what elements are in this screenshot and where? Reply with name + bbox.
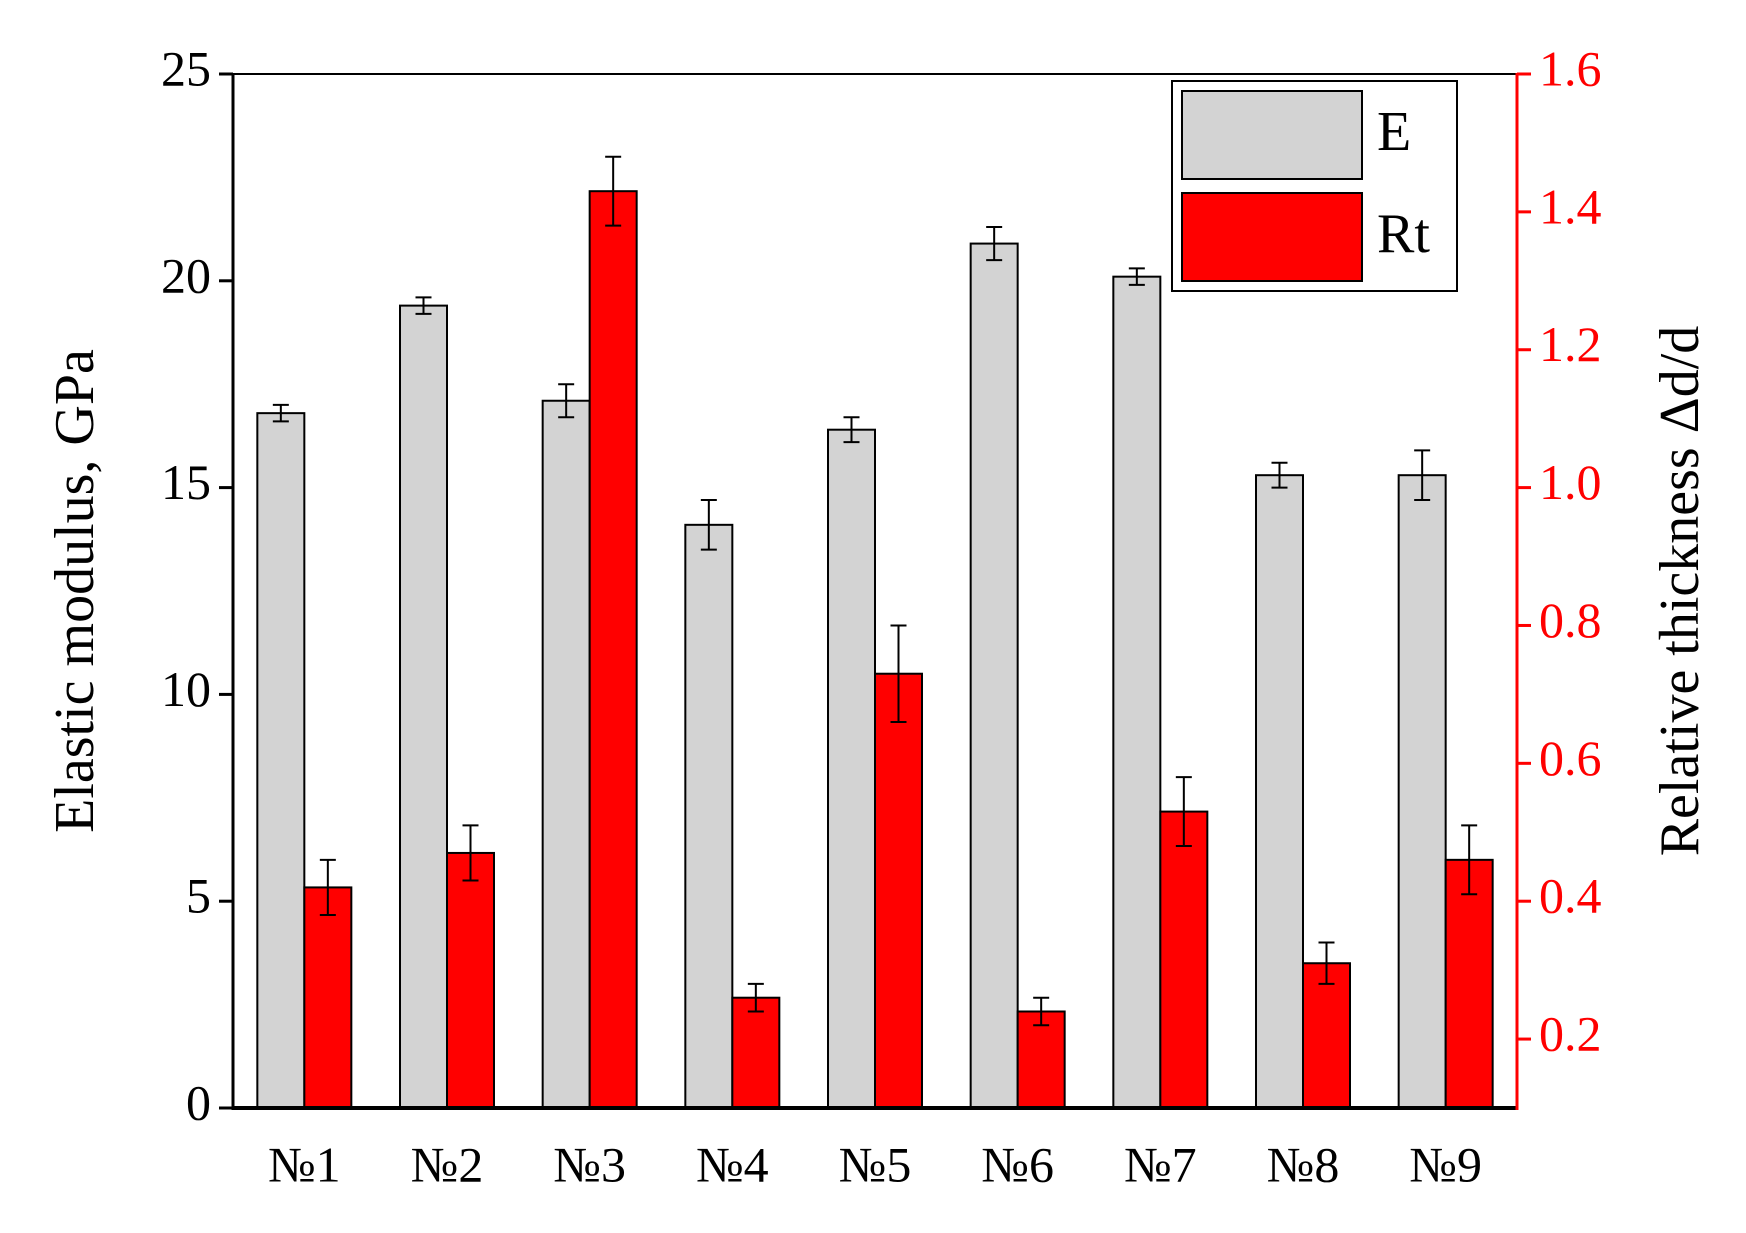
x-tick-label: №2 (411, 1136, 484, 1192)
legend-label: Rt (1377, 203, 1430, 265)
y2-tick-label: 0.2 (1539, 1006, 1602, 1062)
bar (1397, 474, 1447, 1109)
error-bar (747, 982, 764, 1013)
error-bar (272, 403, 289, 423)
x-tick-label: №1 (268, 1136, 341, 1192)
bar (1112, 275, 1162, 1109)
error-bar (462, 824, 479, 882)
error-bar (986, 226, 1003, 262)
y2-tick-label: 0.6 (1539, 730, 1602, 786)
error-bar (700, 499, 717, 551)
bar (684, 523, 734, 1109)
x-tick-label: №8 (1267, 1136, 1340, 1192)
error-bar (1461, 824, 1478, 896)
legend-swatch (1181, 192, 1363, 282)
error-bar (1128, 267, 1145, 286)
x-tick-label: №4 (696, 1136, 769, 1192)
bar (874, 672, 923, 1109)
x-tick-label: №3 (553, 1136, 626, 1192)
y-tick-label: 25 (161, 40, 211, 96)
bar (256, 412, 306, 1110)
y2-tick-label: 0.8 (1539, 592, 1602, 648)
y2-tick-label: 1.4 (1539, 178, 1602, 234)
y2-tick-label: 1.2 (1539, 316, 1602, 372)
error-bar (1318, 941, 1335, 985)
y-tick-label: 15 (161, 454, 211, 510)
bar (731, 996, 781, 1109)
bar (1016, 1010, 1066, 1110)
bar (1159, 810, 1209, 1109)
x-tick-label: №7 (1124, 1136, 1197, 1192)
bar (1444, 858, 1494, 1110)
bar (446, 851, 495, 1109)
legend-swatch (1181, 90, 1363, 180)
error-bar (843, 416, 860, 444)
y2-tick-label: 0.4 (1539, 868, 1602, 924)
bar (588, 190, 638, 1110)
y2-tick-label: 1.6 (1539, 40, 1602, 96)
bar (969, 242, 1019, 1110)
bar (1302, 962, 1351, 1109)
error-bar (1271, 461, 1288, 489)
error-bar (1414, 449, 1431, 502)
error-bar (1175, 776, 1192, 848)
bar (1255, 474, 1304, 1109)
y-tick-label: 0 (186, 1074, 211, 1130)
error-bar (558, 383, 575, 419)
bar (399, 304, 448, 1109)
x-tick-label: №5 (839, 1136, 912, 1192)
error-bar (605, 155, 622, 227)
legend-label: E (1377, 101, 1411, 163)
bar (827, 428, 876, 1110)
error-bar (415, 296, 432, 315)
bar (303, 886, 353, 1109)
y2-tick-label: 1.0 (1539, 454, 1602, 510)
y-tick-label: 10 (161, 661, 211, 717)
y-tick-label: 5 (186, 868, 211, 924)
bar (541, 399, 591, 1109)
x-tick-label: №6 (981, 1136, 1054, 1192)
error-bar (890, 624, 907, 723)
y-axis-title: Elastic modulus, GPa (44, 349, 106, 833)
y-tick-label: 20 (161, 247, 211, 303)
error-bar (1033, 996, 1050, 1027)
x-tick-label: №9 (1409, 1136, 1482, 1192)
error-bar (319, 858, 336, 916)
y2-axis-title: Relative thickness Δd/d (1649, 326, 1711, 857)
